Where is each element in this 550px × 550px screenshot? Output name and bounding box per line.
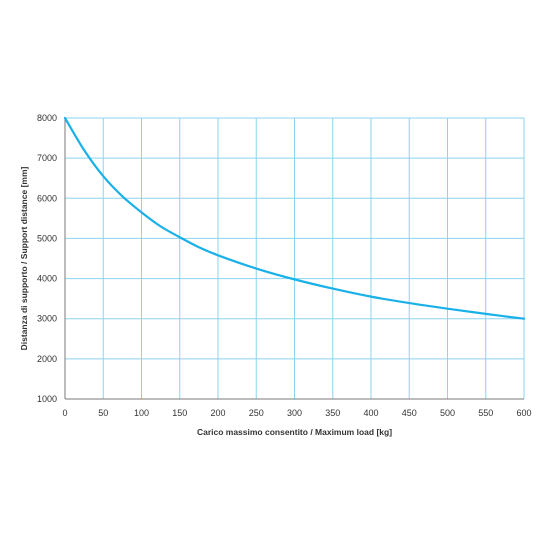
y-tick-label: 6000 (37, 193, 57, 203)
x-tick-label: 550 (478, 408, 493, 418)
series (63, 116, 526, 320)
y-tick-label: 4000 (37, 274, 57, 284)
x-tick-label: 50 (98, 408, 108, 418)
y-tick-label: 3000 (37, 314, 57, 324)
axes (64, 118, 524, 400)
x-tick-labels: 0 50 100 150 200 250 300 350 400 450 500 550 600 (62, 408, 531, 418)
y-tick-label: 7000 (37, 153, 57, 163)
grid (65, 117, 525, 399)
y-axis-title: Distanza di supporto / Support distance … (19, 166, 29, 350)
x-tick-label: 200 (210, 408, 225, 418)
x-tick-label: 250 (249, 408, 264, 418)
x-tick-label: 600 (516, 408, 531, 418)
x-tick-label: 0 (62, 408, 67, 418)
y-tick-label: 2000 (37, 354, 57, 364)
x-tick-label: 100 (134, 408, 149, 418)
y-tick-label: 1000 (37, 394, 57, 404)
x-tick-label: 500 (440, 408, 455, 418)
x-axis-title: Carico massimo consentito / Maximum load… (197, 427, 392, 437)
y-tick-labels: 1000 2000 3000 4000 5000 6000 7000 8000 (37, 113, 57, 404)
x-tick-label: 300 (287, 408, 302, 418)
y-tick-label: 8000 (37, 113, 57, 123)
x-tick-label: 150 (172, 408, 187, 418)
x-tick-label: 450 (402, 408, 417, 418)
y-tick-label: 5000 (37, 233, 57, 243)
x-tick-label: 350 (325, 408, 340, 418)
x-tick-label: 400 (363, 408, 378, 418)
series-line (63, 116, 526, 320)
